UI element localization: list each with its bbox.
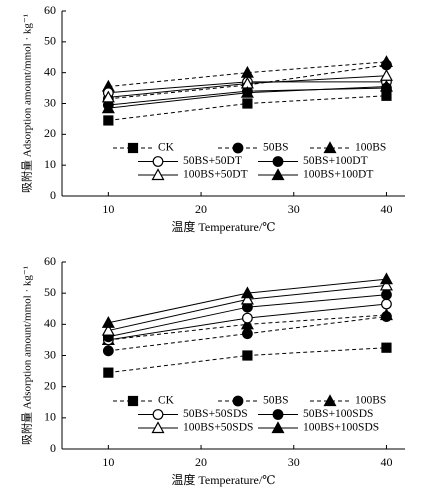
x-tick-label: 30 bbox=[288, 455, 300, 469]
series-line bbox=[108, 61, 387, 88]
y-tick-label: 10 bbox=[44, 410, 56, 424]
x-tick-label: 20 bbox=[195, 202, 207, 216]
point bbox=[379, 278, 393, 291]
legend-marker bbox=[271, 168, 285, 181]
point bbox=[379, 272, 393, 285]
legend-label: 100BS+50DT bbox=[183, 169, 248, 181]
legend-marker bbox=[152, 156, 164, 167]
legend-label: 100BS bbox=[355, 142, 386, 154]
point bbox=[381, 298, 392, 310]
point bbox=[379, 55, 393, 67]
legend-marker bbox=[152, 409, 164, 420]
legend-label: CK bbox=[158, 395, 175, 407]
legend-marker bbox=[127, 395, 139, 407]
legend-label: 50BS+50DT bbox=[183, 155, 242, 167]
series-line bbox=[108, 314, 387, 341]
legend-marker bbox=[272, 409, 284, 420]
x-axis-title: 温度 Temperature/℃ bbox=[171, 472, 275, 487]
x-tick-label: 20 bbox=[195, 455, 207, 469]
legend-label: 100BS+100DT bbox=[303, 169, 373, 181]
legend-label: 50BS+50SDS bbox=[183, 408, 248, 420]
legend-marker bbox=[232, 395, 244, 407]
x-tick-label: 30 bbox=[288, 202, 300, 216]
legend-marker bbox=[323, 394, 337, 407]
legend-label: 100BS+50SDS bbox=[183, 422, 253, 434]
y-tick-label: 0 bbox=[50, 188, 56, 202]
legend-marker bbox=[127, 142, 139, 154]
y-tick-label: 0 bbox=[50, 441, 56, 455]
y-tick-label: 60 bbox=[44, 254, 56, 268]
point bbox=[379, 79, 393, 92]
point bbox=[101, 316, 115, 328]
legend-marker bbox=[323, 141, 337, 154]
point bbox=[381, 342, 392, 353]
legend-label: 100BS+100SDS bbox=[303, 422, 379, 434]
y-tick-label: 40 bbox=[44, 316, 56, 330]
legend-marker bbox=[232, 142, 244, 154]
y-tick-label: 40 bbox=[44, 64, 56, 78]
legend-label: 50BS bbox=[263, 395, 289, 407]
legend-marker bbox=[151, 168, 165, 181]
point bbox=[240, 85, 254, 98]
point bbox=[240, 286, 254, 299]
legend-label: CK bbox=[158, 142, 175, 154]
y-tick-label: 20 bbox=[44, 378, 56, 392]
legend-label: 100BS bbox=[355, 395, 386, 407]
point bbox=[242, 98, 253, 109]
legend-label: 50BS+100DT bbox=[303, 155, 368, 167]
y-tick-label: 60 bbox=[44, 3, 56, 17]
point bbox=[240, 317, 254, 330]
y-axis-title: 吸附量 Adsorption amount/mmol · kg⁻¹ bbox=[20, 266, 34, 445]
point bbox=[242, 350, 253, 361]
point bbox=[103, 367, 114, 378]
point bbox=[101, 101, 115, 114]
legend-label: 50BS+100SDS bbox=[303, 408, 373, 420]
y-tick-label: 30 bbox=[44, 347, 56, 361]
x-axis-title: 温度 Temperature/℃ bbox=[171, 219, 275, 234]
point bbox=[379, 69, 393, 81]
legend-label: 50BS bbox=[263, 142, 289, 154]
x-tick-label: 10 bbox=[102, 455, 114, 469]
point bbox=[381, 289, 392, 301]
y-axis-title: 吸附量 Adsorption amount/mmol · kg⁻¹ bbox=[20, 14, 34, 193]
point bbox=[379, 308, 393, 321]
legend-marker bbox=[151, 421, 165, 434]
y-tick-label: 50 bbox=[44, 34, 56, 48]
point bbox=[102, 345, 114, 357]
x-tick-label: 10 bbox=[102, 202, 114, 216]
point bbox=[240, 292, 254, 305]
y-tick-label: 20 bbox=[44, 126, 56, 140]
point bbox=[242, 312, 253, 324]
point bbox=[103, 115, 114, 126]
x-tick-label: 40 bbox=[380, 202, 392, 216]
y-tick-label: 50 bbox=[44, 285, 56, 299]
y-tick-label: 10 bbox=[44, 157, 56, 171]
series-line bbox=[108, 64, 387, 100]
point bbox=[101, 323, 115, 336]
legend-marker bbox=[271, 421, 285, 434]
point bbox=[242, 328, 253, 340]
legend-marker bbox=[272, 156, 284, 167]
y-tick-label: 30 bbox=[44, 95, 56, 109]
x-tick-label: 40 bbox=[380, 455, 392, 469]
